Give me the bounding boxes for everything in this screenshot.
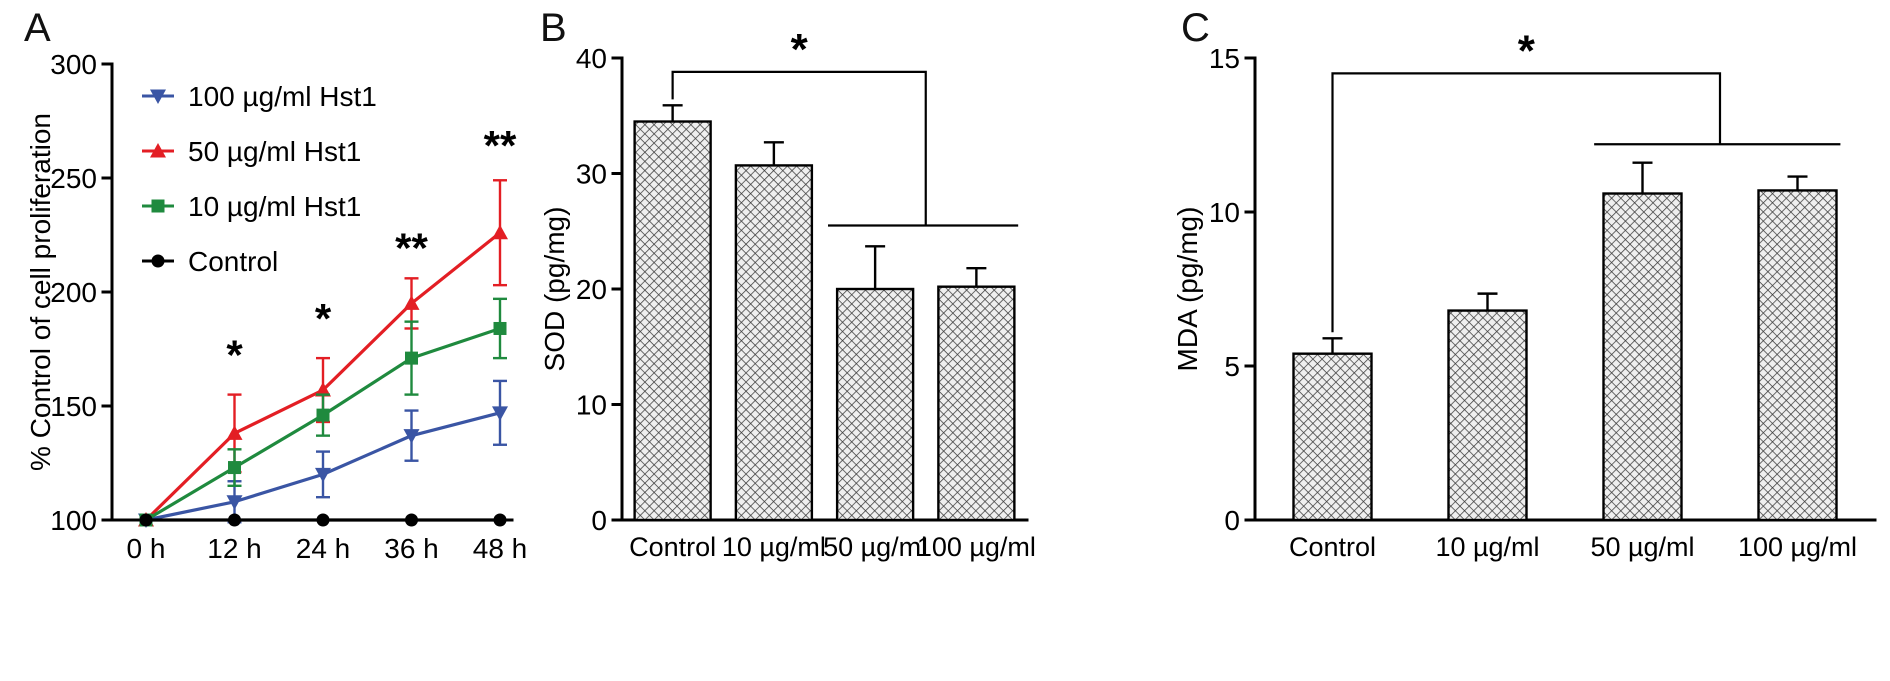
cell-proliferation-line-chart: 100 150 200 250 300 0 h 12 h 24 h 36 h 48 h % Cont… <box>25 49 528 564</box>
svg-text:*: * <box>226 332 243 379</box>
circle-marker <box>405 513 418 527</box>
y-tick-labels: 100 150 200 250 300 <box>50 49 97 536</box>
svg-text:150: 150 <box>50 391 97 422</box>
square-marker <box>493 321 507 335</box>
svg-text:100 µg/ml: 100 µg/ml <box>1738 532 1857 562</box>
svg-text:24 h: 24 h <box>296 533 351 564</box>
triangle-up-marker <box>150 143 166 158</box>
triangle-up-marker <box>492 224 508 240</box>
y-tick-labels: 0 5 10 15 <box>1209 43 1240 536</box>
axes <box>101 62 514 522</box>
square-marker <box>228 461 241 475</box>
svg-text:5: 5 <box>1224 351 1240 382</box>
triangle-down-marker <box>403 429 420 444</box>
svg-text:**: ** <box>484 122 517 169</box>
bar <box>1292 352 1373 522</box>
bar <box>1757 189 1838 522</box>
square-marker <box>151 199 165 213</box>
svg-text:MDA (pg/mg): MDA (pg/mg) <box>1175 207 1203 372</box>
triangle-down-marker <box>315 467 331 483</box>
svg-text:*: * <box>315 295 332 342</box>
svg-text:0: 0 <box>1224 505 1240 536</box>
svg-text:% Control of cell proliferatio: % Control of cell proliferation <box>25 113 56 471</box>
panel-c-label: C <box>1181 6 1210 50</box>
square-marker <box>405 351 418 365</box>
bar <box>835 287 915 522</box>
bars <box>1292 161 1838 522</box>
svg-text:10 µg/ml: 10 µg/ml <box>1435 532 1539 562</box>
svg-text:*: * <box>1518 26 1536 75</box>
svg-text:10 µg/ml Hst1: 10 µg/ml Hst1 <box>188 191 361 222</box>
svg-text:250: 250 <box>50 163 97 194</box>
panel-a: A 100 150 200 250 300 0 h 12 h 24 h 36 h 48 h % Co… <box>0 0 530 681</box>
bar <box>1602 192 1683 522</box>
svg-text:0 h: 0 h <box>127 533 166 564</box>
triangle-up-marker <box>315 382 331 397</box>
svg-text:Control: Control <box>1289 532 1376 562</box>
series-triangle-down <box>138 379 508 528</box>
svg-text:36 h: 36 h <box>384 533 439 564</box>
bars <box>633 104 1016 522</box>
svg-text:100: 100 <box>50 505 97 536</box>
svg-text:10 µg/ml: 10 µg/ml <box>722 532 826 562</box>
svg-text:40: 40 <box>576 43 607 74</box>
significance-star: * <box>791 25 809 74</box>
y-tick-labels: 0 10 20 30 40 <box>576 43 607 536</box>
svg-text:10: 10 <box>1209 197 1240 228</box>
svg-text:30: 30 <box>576 159 607 190</box>
bar <box>633 120 712 522</box>
triangle-down-marker <box>150 89 166 104</box>
circle-marker <box>228 513 241 527</box>
triangle-up-marker <box>403 295 420 310</box>
square-marker <box>316 408 330 422</box>
svg-text:20: 20 <box>576 274 607 305</box>
bar <box>1447 309 1528 522</box>
series-circle <box>139 513 507 527</box>
svg-text:50 µg/ml: 50 µg/ml <box>823 532 927 562</box>
svg-text:50 µg/ml Hst1: 50 µg/ml Hst1 <box>188 136 361 167</box>
bar <box>937 285 1016 522</box>
svg-text:*: * <box>791 25 809 74</box>
significance-star: * <box>1518 26 1536 75</box>
y-axis-label: % Control of cell proliferation <box>25 113 56 471</box>
triangle-up-marker <box>226 425 243 440</box>
circle-marker <box>151 254 165 268</box>
svg-text:**: ** <box>395 224 428 271</box>
mda-bar-chart: 0 5 10 15 MDA (pg/mg) Control 10 µg/ml 50 µg/ml… <box>1175 26 1877 562</box>
svg-text:12 h: 12 h <box>207 533 262 564</box>
triangle-down-marker <box>226 495 243 510</box>
significance-bracket <box>1331 72 1841 333</box>
significance-bracket <box>671 70 1019 227</box>
circle-marker <box>493 513 507 527</box>
svg-text:200: 200 <box>50 277 97 308</box>
panel-b: B 0 10 20 30 40 SOD (pg/mg) Control 10 µg/ml 50 … <box>530 0 1175 681</box>
panel-c: C 0 5 10 15 MDA (pg/mg) Control 10 µg/ml 50 µg/… <box>1175 0 1890 681</box>
panel-b-label: B <box>540 6 567 50</box>
svg-text:10: 10 <box>576 390 607 421</box>
bar <box>734 164 814 522</box>
svg-text:0: 0 <box>591 505 607 536</box>
y-axis-label: MDA (pg/mg) <box>1175 207 1203 372</box>
svg-text:Control: Control <box>188 246 278 277</box>
x-category-labels: Control 10 µg/ml 50 µg/ml 100 µg/ml <box>1289 532 1857 562</box>
legend: 100 µg/ml Hst1 50 µg/ml Hst1 10 µg/ml Hst1… <box>142 81 377 277</box>
significance-stars: ****** <box>226 122 517 379</box>
y-axis-label: SOD (pg/mg) <box>539 207 570 372</box>
triangle-down-marker <box>492 406 508 421</box>
svg-text:48 h: 48 h <box>473 533 528 564</box>
svg-text:SOD (pg/mg): SOD (pg/mg) <box>539 207 570 372</box>
x-tick-labels: 0 h 12 h 24 h 36 h 48 h <box>127 533 528 564</box>
svg-text:15: 15 <box>1209 43 1240 74</box>
circle-marker <box>139 513 153 527</box>
panel-a-label: A <box>24 6 51 50</box>
svg-text:50 µg/ml: 50 µg/ml <box>1590 532 1694 562</box>
svg-text:300: 300 <box>50 49 97 80</box>
circle-marker <box>316 513 330 527</box>
svg-text:100 µg/ml: 100 µg/ml <box>917 532 1036 562</box>
svg-text:100 µg/ml Hst1: 100 µg/ml Hst1 <box>188 81 377 112</box>
svg-text:Control: Control <box>629 532 716 562</box>
